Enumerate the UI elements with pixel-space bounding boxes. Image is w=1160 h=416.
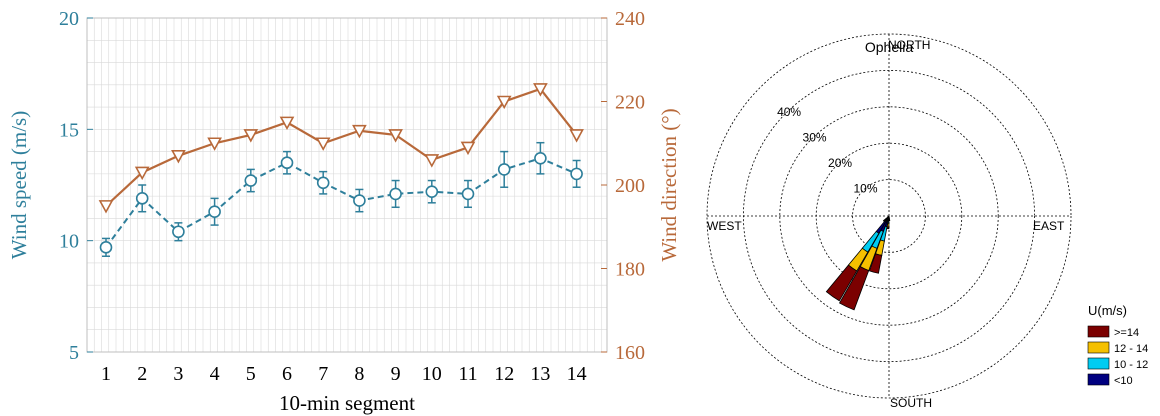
x-ticks: 1 2 3 4 5 6 7 8 9 10 11 12 13 14 — [101, 363, 587, 385]
wind-speed-marker — [534, 151, 547, 165]
wind-direction-marker — [243, 129, 259, 143]
x-tick-label: 1 — [101, 363, 111, 385]
wind-direction-marker — [134, 166, 150, 181]
wind-rose-sectors — [825, 215, 891, 311]
right-y-tick-label: 160 — [615, 342, 645, 364]
wind-speed-line — [105, 157, 577, 248]
wind-direction-marker — [98, 200, 114, 214]
legend-swatch — [1087, 357, 1110, 370]
wind-direction-series — [98, 83, 584, 214]
wind-direction-marker — [352, 124, 367, 139]
wind-speed-marker — [244, 174, 258, 187]
left-y-tick-label: 10 — [59, 231, 79, 253]
x-tick-label: 7 — [318, 363, 328, 385]
x-tick-label: 3 — [173, 363, 183, 385]
wind-speed-marker — [425, 185, 439, 198]
legend-swatch — [1087, 325, 1110, 338]
wind-rose-sector-bin — [825, 264, 858, 302]
direction-label-east: EAST — [1033, 219, 1065, 233]
direction-label-west: WEST — [707, 219, 742, 233]
x-tick-label: 11 — [458, 363, 477, 385]
right-y-axis-label: Wind direction (°) — [657, 108, 681, 261]
ring-label: 20% — [828, 156, 852, 170]
right-y-tick-label: 180 — [615, 259, 645, 281]
wind-rose-sector-bin — [839, 266, 870, 311]
wind-direction-marker — [207, 137, 222, 151]
x-tick-label: 10 — [422, 363, 442, 385]
wind-speed-marker — [353, 194, 366, 207]
wind-speed-marker — [280, 156, 294, 170]
wind-direction-marker — [315, 137, 331, 151]
ring-labels: 10%20%30%40% — [777, 105, 878, 195]
wind-rose-axes — [707, 34, 1071, 398]
legend-swatch — [1087, 373, 1110, 386]
x-tick-label: 2 — [137, 363, 147, 385]
wind-direction-marker — [460, 141, 476, 156]
wind-rose-ring — [852, 179, 926, 253]
wind-speed-marker — [208, 205, 221, 219]
legend-label: <10 — [1114, 375, 1133, 387]
legend-label: 12 - 14 — [1114, 343, 1148, 355]
x-axis-label: 10-min segment — [279, 391, 415, 415]
x-tick-label: 13 — [530, 363, 550, 385]
right-y-tick-label: 200 — [615, 175, 645, 197]
ring-label: 10% — [854, 182, 878, 196]
x-tick-label: 8 — [354, 363, 364, 385]
right-y-ticks: 160 180 200 220 240 — [601, 8, 645, 364]
ring-label: 30% — [803, 131, 827, 145]
wind-rose-legend: U(m/s) >=14 12 - 14 10 - 12 <10 — [1087, 303, 1148, 387]
left-y-tick-label: 5 — [69, 342, 79, 364]
wind-rose-ring — [779, 106, 999, 326]
x-tick-label: 4 — [210, 363, 220, 385]
left-y-tick-label: 20 — [59, 8, 79, 30]
wind-speed-marker — [389, 187, 402, 201]
direction-label-north: NORTH — [888, 38, 930, 52]
wind-direction-line — [105, 87, 578, 207]
ring-label: 40% — [777, 105, 801, 119]
wind-speed-series — [99, 141, 583, 258]
x-tick-label: 9 — [391, 363, 401, 385]
wind-direction-marker — [424, 154, 440, 168]
x-tick-label: 14 — [567, 363, 587, 385]
x-tick-label: 12 — [494, 363, 514, 385]
wind-rose-sector-bin — [882, 219, 886, 223]
wind-speed-marker — [570, 167, 583, 181]
x-tick-label: 6 — [282, 363, 292, 385]
line-chart-grid — [86, 17, 607, 353]
wind-speed-marker — [172, 225, 185, 239]
wind-direction-marker — [388, 129, 403, 143]
legend-swatch — [1087, 341, 1110, 354]
right-y-tick-label: 220 — [615, 92, 645, 114]
left-y-axis-label: Wind speed (m/s) — [7, 111, 31, 259]
wind-speed-marker — [316, 176, 330, 190]
wind-direction-marker — [533, 83, 548, 97]
left-y-tick-label: 15 — [59, 119, 79, 141]
wind-speed-marker — [99, 241, 113, 254]
legend-title: U(m/s) — [1088, 303, 1127, 318]
wind-speed-marker — [497, 163, 511, 176]
wind-direction-marker — [569, 129, 584, 143]
wind-rose-sector-bin — [886, 226, 890, 230]
wind-speed-marker — [461, 187, 475, 201]
legend-label: 10 - 12 — [1114, 359, 1148, 371]
wind-speed-marker — [135, 192, 149, 205]
wind-rose-sector-bin — [868, 253, 883, 274]
legend-items: >=14 12 - 14 10 - 12 <10 — [1087, 325, 1148, 387]
left-y-ticks: 5 10 15 20 — [59, 8, 93, 364]
wind-direction-marker — [171, 149, 186, 164]
direction-label-south: SOUTH — [890, 396, 932, 410]
legend-label: >=14 — [1114, 327, 1139, 339]
wind-direction-marker — [496, 95, 512, 110]
right-y-tick-label: 240 — [615, 8, 645, 30]
wind-direction-marker — [279, 116, 295, 131]
wind-rose-chart: Ophelia NORTH EAST SOUTH WEST 10%20%30%4… — [706, 33, 1072, 410]
x-tick-label: 5 — [246, 363, 256, 385]
